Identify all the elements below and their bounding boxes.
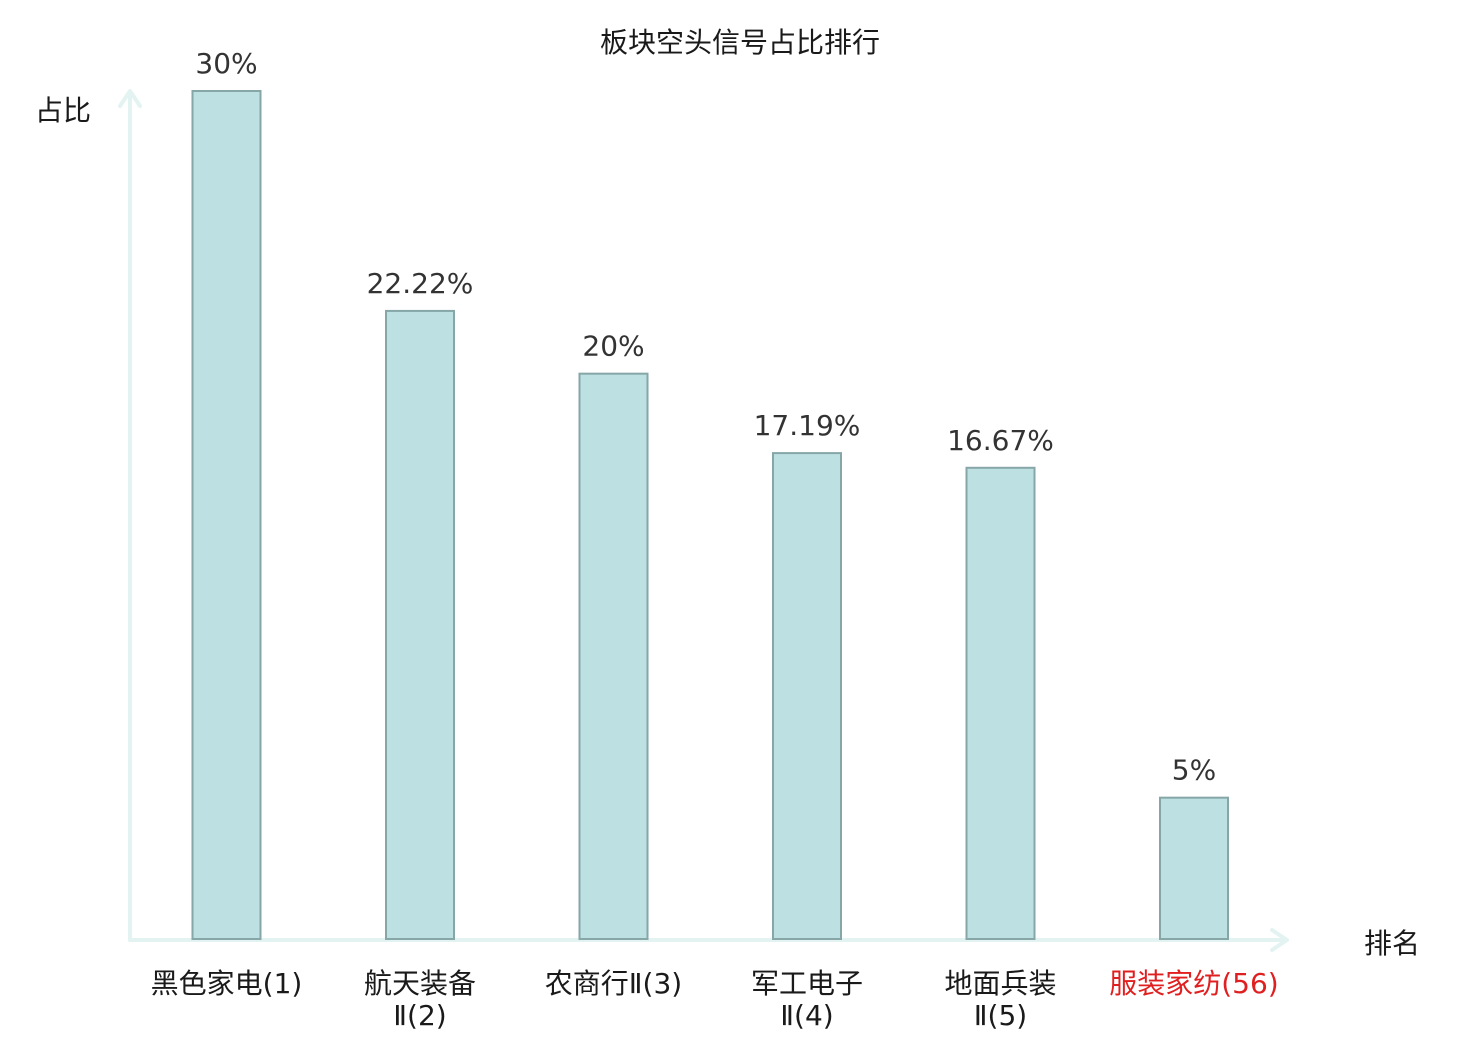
x-tick-label: Ⅱ(4) [780,999,833,1032]
bar [578,372,649,940]
bar [191,90,262,940]
x-axis-label: 排名 [1364,927,1420,960]
bar [772,452,842,940]
bars [191,90,1229,941]
x-tick-label: 黑色家电(1) [151,967,303,1000]
data-label: 22.22% [367,267,474,300]
x-tick-label: 地面兵装 [944,967,1056,1000]
bar [1159,796,1229,941]
data-label: 5% [1172,754,1216,787]
bar [965,466,1036,940]
x-tick-label: Ⅱ(2) [393,999,446,1032]
x-axis-arrow [1270,928,1289,952]
axes [118,89,1289,952]
x-tick-label: 航天装备 [364,967,476,1000]
x-tick-label: Ⅱ(5) [974,999,1027,1032]
data-label: 16.67% [947,424,1054,457]
x-tick-label: 服装家纺(56) [1109,967,1278,1000]
x-tick-label: 农商行Ⅱ(3) [545,967,682,1000]
x-tick-label: 军工电子 [751,967,863,1000]
y-axis-arrow [118,89,142,108]
y-axis-label: 占比 [35,94,91,127]
value-labels: 30% 22.22% 20% 17.19% 16.67% 5% [195,47,1216,787]
chart-title: 板块空头信号占比排行 [600,26,880,59]
data-label: 20% [582,330,644,363]
data-label: 17.19% [754,409,861,442]
data-label: 30% [195,47,257,80]
bar [385,309,455,940]
